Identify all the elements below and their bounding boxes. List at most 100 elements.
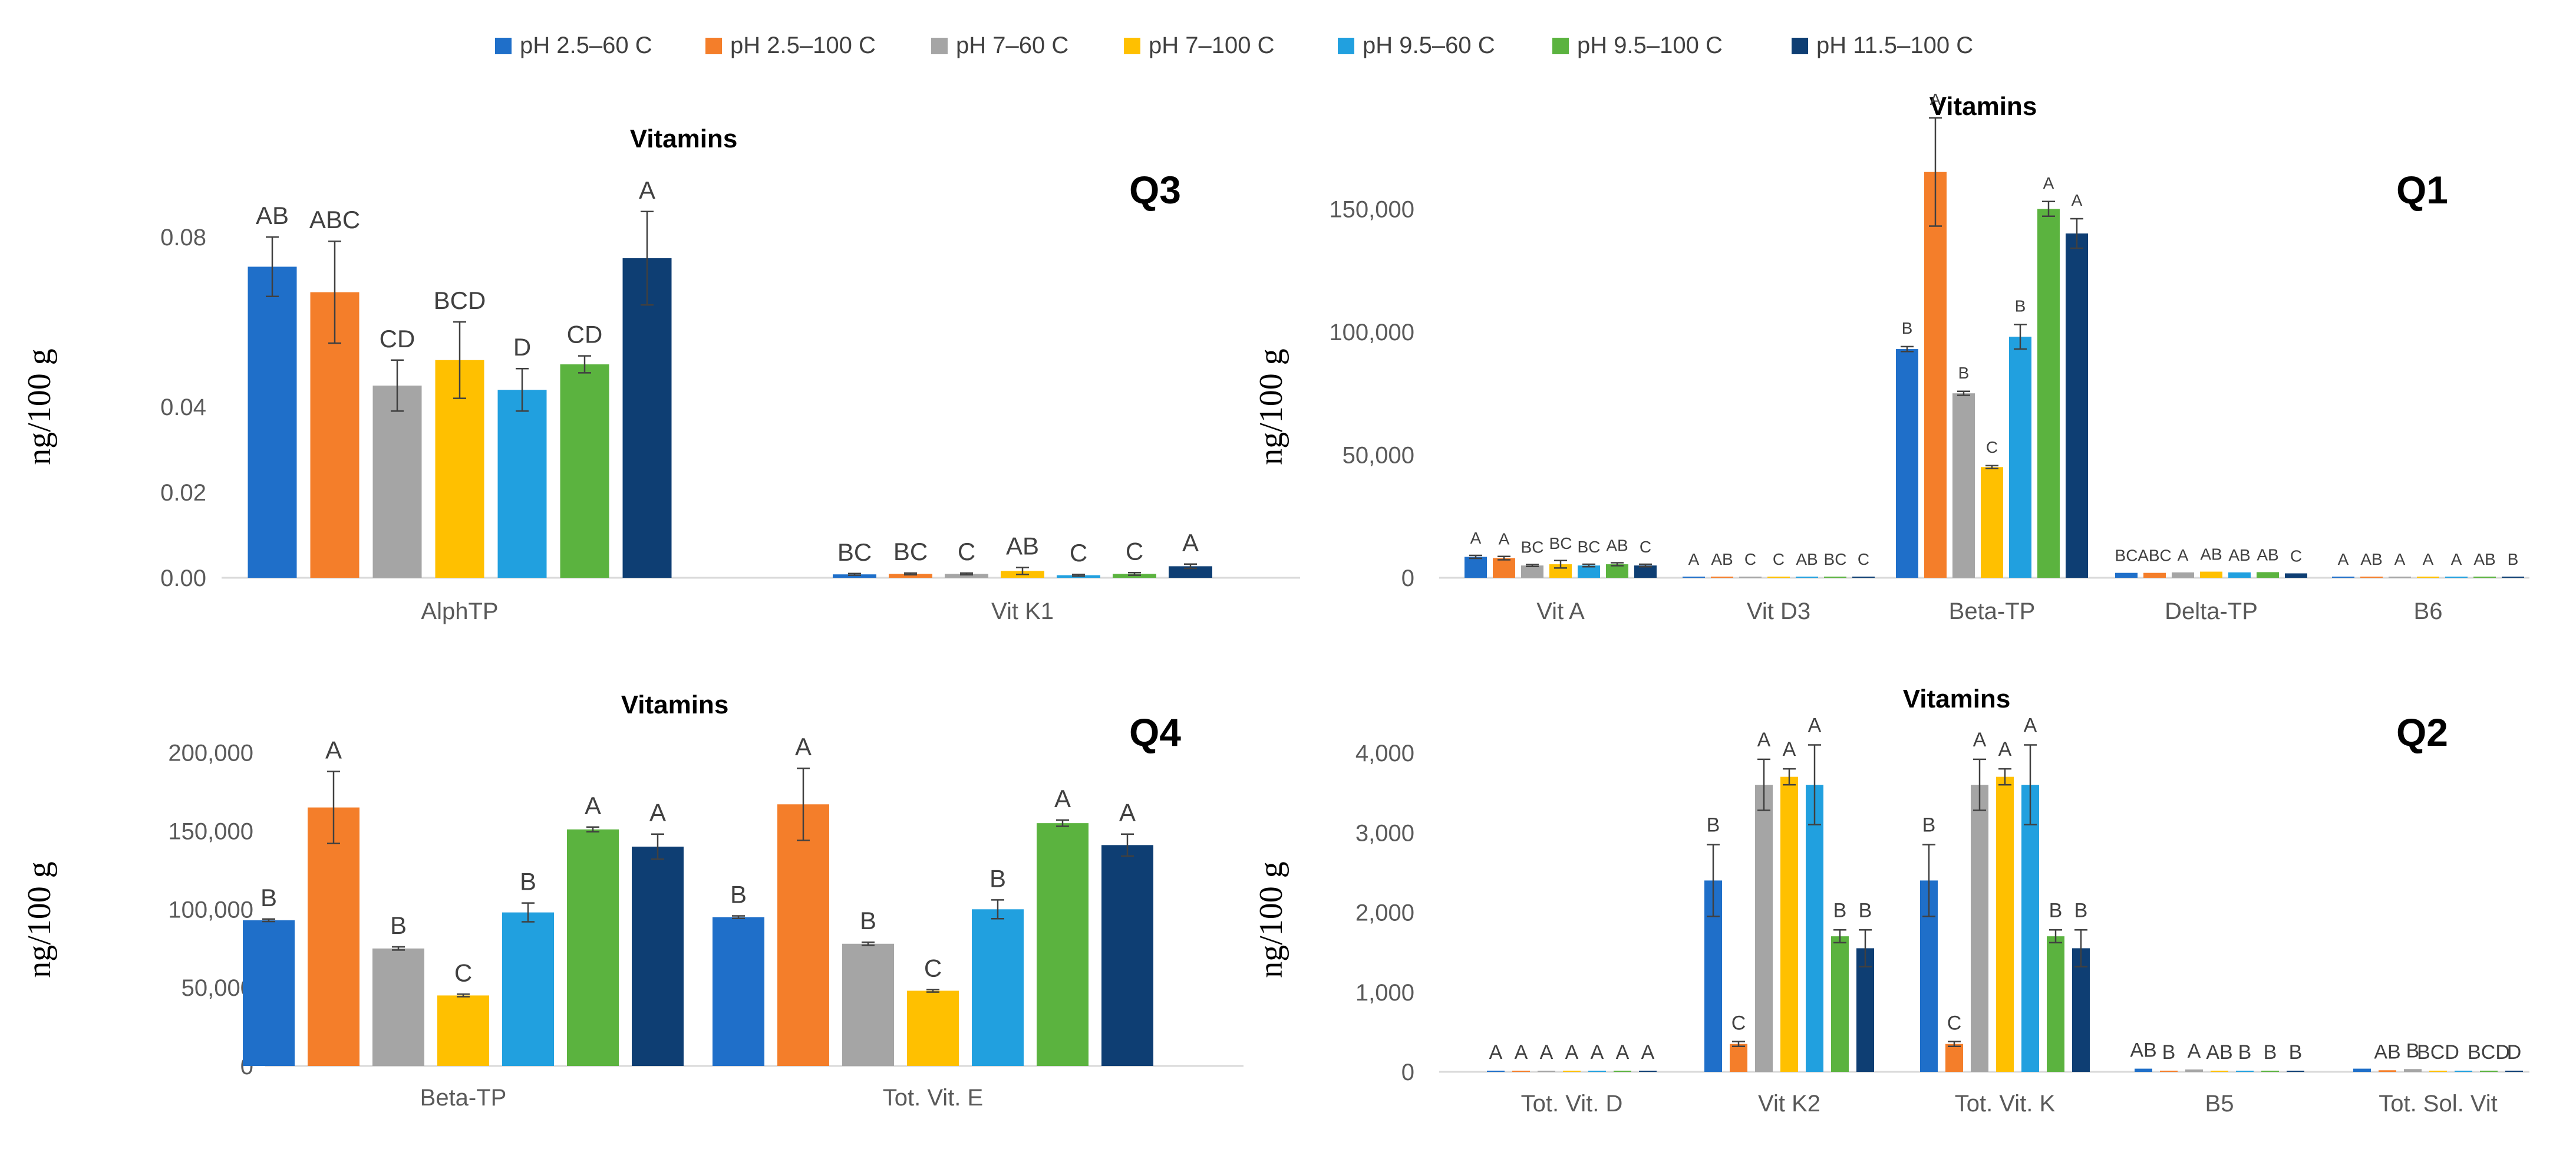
bar (1683, 577, 1705, 578)
significance-label: B (2289, 1041, 2303, 1064)
significance-label: BC (837, 538, 872, 566)
bar (777, 804, 829, 1066)
significance-label: AB (2257, 545, 2278, 564)
significance-label: B (2406, 1039, 2420, 1062)
bar (243, 920, 295, 1066)
legend: pH 2.5–60 C pH 2.5–100 C pH 7–60 C pH 7–100… (495, 32, 1973, 58)
bar (1563, 1071, 1581, 1072)
bar (1856, 948, 1874, 1072)
bar (1806, 785, 1823, 1072)
significance-label: ABC (2138, 547, 2172, 565)
significance-label: B (989, 864, 1006, 892)
y-tick-label: 50,000 (182, 975, 253, 1001)
significance-label: C (1947, 1012, 1962, 1035)
significance-label: A (639, 176, 655, 204)
bar (2115, 572, 2138, 578)
x-category-label: Vit D3 (1747, 598, 1810, 624)
significance-label: A (2451, 550, 2462, 568)
chart-title: Vitamins (1929, 92, 2037, 121)
significance-label: AB (2374, 1041, 2400, 1063)
significance-label: BC (1521, 538, 1544, 556)
bar (1521, 565, 1543, 578)
x-category-label: Vit K2 (1758, 1091, 1820, 1117)
significance-label: AB (1006, 532, 1039, 560)
bar (1981, 467, 2003, 578)
bar (1739, 577, 1762, 578)
significance-label: D (513, 333, 531, 361)
significance-label: B (730, 880, 747, 908)
significance-label: C (1126, 537, 1143, 565)
bar (972, 909, 1024, 1066)
y-tick-label: 100,000 (1329, 320, 1414, 345)
significance-label: AB (1796, 550, 1818, 568)
x-category-label: Beta-TP (1949, 598, 2036, 624)
bar (1639, 1071, 1657, 1072)
y-tick-label: 1,000 (1355, 980, 1414, 1006)
y-tick-label: 150,000 (168, 818, 253, 844)
bar (2285, 573, 2307, 578)
significance-label: B (1922, 814, 1936, 837)
x-category-label: Beta-TP (420, 1085, 507, 1111)
legend-label: pH 11.5–100 C (1816, 32, 1973, 58)
significance-label: C (1731, 1012, 1746, 1035)
significance-label: B (260, 884, 277, 911)
y-axis-label: ng/100 g (1253, 861, 1289, 978)
bar (833, 574, 876, 578)
bar (1487, 1070, 1505, 1072)
significance-label: A (1973, 729, 1987, 751)
significance-label: A (1808, 715, 1822, 737)
x-category-label: Vit K1 (991, 598, 1054, 624)
bar (2404, 1069, 2422, 1072)
bar (1824, 577, 1846, 578)
x-category-label: Tot. Vit. E (883, 1085, 983, 1111)
y-axis-label: ng/100 g (21, 861, 58, 978)
legend-swatch (705, 38, 722, 54)
x-category-label: Vit A (1536, 598, 1585, 624)
y-tick-label: 50,000 (1343, 442, 1414, 468)
significance-label: A (1470, 529, 1482, 547)
significance-label: CD (567, 321, 603, 348)
bar (2160, 1070, 2178, 1072)
bar (2066, 233, 2088, 578)
panel-label: Q4 (1129, 710, 1181, 754)
significance-label: A (1515, 1041, 1528, 1064)
bar (2389, 577, 2411, 578)
y-tick-label: 150,000 (1329, 196, 1414, 222)
bar (1952, 393, 1975, 578)
significance-label: A (649, 799, 666, 827)
panel-label: Q3 (1129, 168, 1181, 212)
bar (502, 912, 554, 1066)
bar (2455, 1070, 2472, 1072)
significance-label: A (1054, 785, 1071, 812)
bar (560, 364, 609, 578)
bar (308, 807, 359, 1066)
bar (1796, 577, 1818, 578)
significance-label: AB (1606, 537, 1628, 555)
significance-label: A (1119, 799, 1136, 827)
significance-label: BCD (2417, 1041, 2459, 1064)
bar (1896, 349, 1918, 578)
significance-label: A (2423, 550, 2434, 568)
x-category-label: Tot. Vit. K (1955, 1091, 2056, 1117)
bar (1493, 558, 1515, 578)
legend-swatch (1552, 38, 1569, 54)
legend-label: pH 9.5–100 C (1577, 32, 1723, 58)
bar (1037, 823, 1089, 1066)
panel-label: Q2 (2396, 710, 2448, 754)
chart-panel-q2: Vitamins Q2 ng/100 g 0 1,000 2,000 3,000 4,000 T… (1253, 684, 2529, 1117)
bar (248, 266, 297, 578)
bar (497, 390, 547, 578)
legend-swatch (495, 38, 512, 54)
bar (2417, 577, 2439, 578)
bar (2332, 577, 2354, 578)
bar (1945, 1044, 1963, 1072)
y-tick-label: 0.04 (160, 394, 206, 420)
y-tick-label: 2,000 (1355, 900, 1414, 926)
significance-label: A (1930, 90, 1941, 108)
significance-label: A (2394, 550, 2406, 568)
bar (2502, 577, 2524, 578)
chart-panel-q3: Vitamins Q3 ng/100 g 0.00 0.02 0.04 0.08 AlphTP… (21, 124, 1300, 624)
significance-label: A (2338, 550, 2349, 568)
bar (1169, 566, 1212, 578)
